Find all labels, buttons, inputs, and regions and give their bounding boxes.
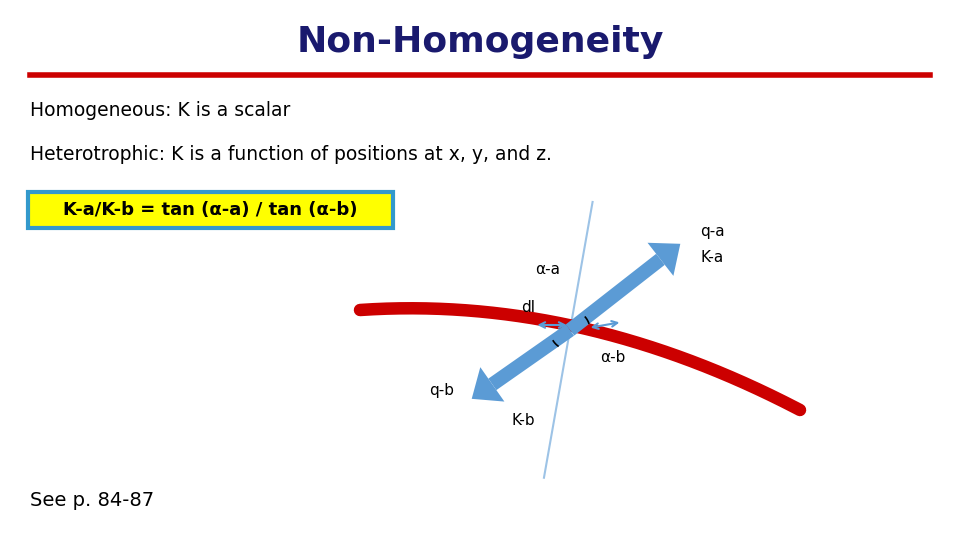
Text: Homogeneous: K is a scalar: Homogeneous: K is a scalar — [30, 100, 290, 119]
Text: K-a: K-a — [701, 251, 724, 265]
Text: K-a/K-b = tan (α-a) / tan (α-b): K-a/K-b = tan (α-a) / tan (α-b) — [63, 201, 358, 219]
Text: Heterotrophic: K is a function of positions at x, y, and z.: Heterotrophic: K is a function of positi… — [30, 145, 552, 165]
Polygon shape — [565, 254, 664, 335]
Text: dl: dl — [521, 300, 535, 315]
Polygon shape — [471, 367, 504, 402]
Polygon shape — [489, 324, 574, 390]
Polygon shape — [648, 243, 681, 276]
Text: See p. 84-87: See p. 84-87 — [30, 490, 155, 510]
Text: α-a: α-a — [535, 262, 560, 278]
FancyBboxPatch shape — [28, 192, 393, 228]
Text: q-a: q-a — [701, 224, 725, 239]
Text: q-b: q-b — [429, 383, 454, 399]
Text: α-b: α-b — [600, 350, 625, 366]
Text: K-b: K-b — [512, 413, 536, 428]
Text: Non-Homogeneity: Non-Homogeneity — [297, 25, 663, 59]
